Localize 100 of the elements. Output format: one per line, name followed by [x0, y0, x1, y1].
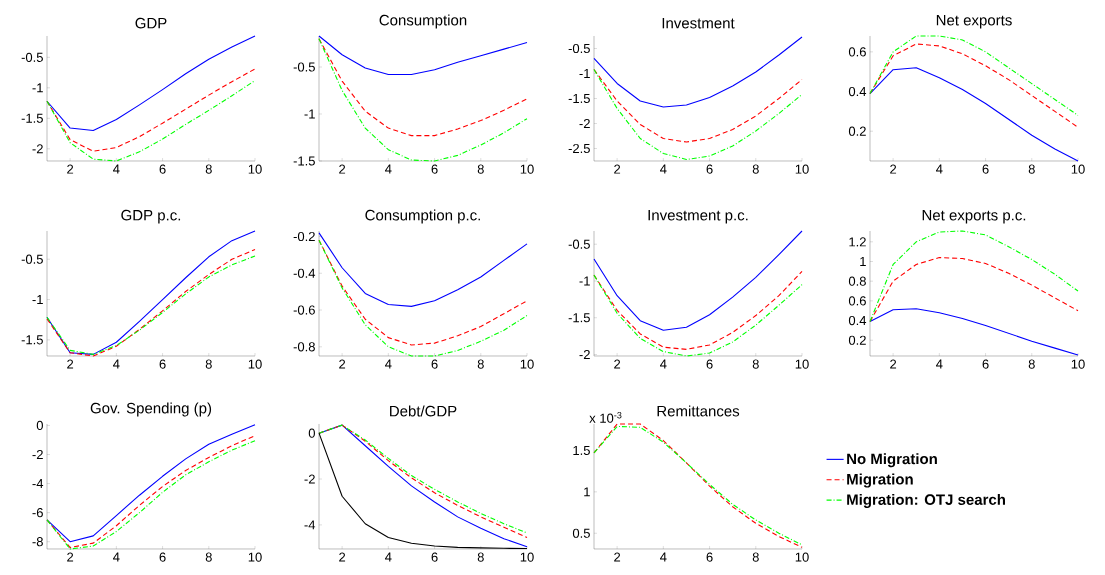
x-tick-label: 2	[890, 164, 897, 174]
x-tick-label: 10	[1071, 164, 1085, 174]
y-tick-label: -1.5	[21, 335, 43, 345]
x-tick-label: 4	[385, 552, 392, 562]
x-tick-label: 2	[67, 164, 74, 174]
x-tick-label: 10	[795, 164, 809, 174]
y-tick-label: -0.5	[568, 43, 590, 54]
y-tick-label: -0.6	[293, 305, 315, 315]
x-tick-label: 2	[890, 359, 897, 369]
y-tick-label: -1	[32, 295, 43, 305]
x-tick-label: 8	[477, 552, 484, 562]
y-tick-label: -0.4	[293, 268, 316, 278]
text: x 10$^{-3}$	[589, 411, 622, 423]
y-tick-label: 0.4	[848, 315, 867, 326]
x-tick-label: 6	[159, 552, 166, 562]
x-tick-label: 4	[936, 164, 943, 174]
y-tick-label: 0	[36, 420, 43, 431]
line-series	[593, 230, 803, 331]
y-tick-label: -0.8	[293, 342, 315, 352]
line-series	[318, 38, 528, 162]
x-tick-label: 4	[936, 359, 943, 369]
x-tick-label: 6	[159, 164, 166, 174]
x-tick-label: 8	[477, 359, 484, 369]
x-tick-label: 6	[982, 359, 989, 369]
y-tick-label: -1.5	[568, 93, 590, 104]
chart-title: Net exports p.c.	[922, 210, 1026, 224]
chart-title: Investment	[662, 17, 735, 29]
x-tick-label: 8	[1028, 359, 1035, 369]
chart-title: GDP p.c.	[121, 209, 181, 224]
line-series	[593, 68, 803, 143]
y-tick-label: 0.6	[848, 296, 866, 306]
x-tick-label: 4	[660, 164, 667, 174]
x-tick-label: 6	[431, 552, 438, 562]
y-tick-label: -0.5	[21, 254, 43, 264]
x-tick-label: 8	[752, 359, 759, 369]
x-tick-label: 10	[795, 359, 809, 369]
y-tick-label: 0.2	[848, 335, 866, 345]
line-series	[46, 35, 256, 132]
y-tick-label: -4	[32, 479, 44, 489]
x-tick-label: 4	[385, 164, 392, 174]
line-series	[318, 38, 528, 137]
x-tick-label: 10	[520, 164, 534, 174]
y-tick-label: -0.2	[293, 231, 315, 242]
legend-label: No Migration	[847, 453, 937, 468]
y-tick-label: -1	[579, 276, 590, 286]
x-tick-label: 2	[339, 552, 346, 562]
x-tick-label: 6	[706, 552, 713, 562]
y-tick-label: -1.5	[568, 313, 590, 323]
x-tick-label: 6	[706, 359, 713, 369]
y-tick-label: -1.5	[21, 113, 43, 123]
y-tick-label: 1.5	[573, 445, 590, 456]
y-tick-label: -0.5	[293, 62, 315, 72]
y-tick-label: -2	[304, 474, 315, 484]
x-tick-label: 10	[520, 359, 534, 369]
x-tick-label: 8	[477, 164, 484, 174]
y-tick-label: -1	[304, 109, 315, 119]
x-tick-label: 10	[248, 359, 262, 369]
y-tick-label: -8	[32, 537, 43, 547]
x-tick-label: 6	[982, 164, 989, 174]
chart-title: Consumption	[379, 14, 467, 29]
y-tick-label: -2	[579, 118, 590, 129]
y-tick-label: -4	[304, 520, 316, 530]
x-tick-label: 2	[614, 359, 621, 369]
y-tick-label: 0.2	[848, 126, 866, 136]
x-tick-label: 2	[339, 359, 346, 369]
x-tick-label: 2	[614, 552, 621, 562]
line-series	[593, 36, 803, 108]
y-tick-label: 0	[308, 428, 315, 438]
x-tick-label: 4	[113, 164, 120, 174]
x-tick-label: 8	[752, 164, 759, 174]
y-tick-label: -1	[32, 83, 43, 93]
x-tick-label: 2	[67, 359, 74, 369]
line-series	[318, 35, 528, 76]
x-tick-label: 4	[113, 552, 120, 562]
y-tick-label: 0.4	[848, 86, 867, 97]
x-tick-label: 10	[248, 552, 262, 562]
x-tick-label: 6	[431, 359, 438, 369]
x-tick-label: 6	[706, 164, 713, 174]
y-tick-label: -0.5	[568, 239, 590, 249]
x-tick-label: 10	[520, 552, 534, 562]
chart-title: GDP	[135, 17, 167, 29]
y-tick-label: -2.5	[568, 143, 590, 154]
line-series	[869, 230, 1079, 323]
y-tick-label: -1.5	[293, 156, 315, 166]
y-tick-label: 1	[584, 487, 590, 497]
x-tick-label: 8	[205, 164, 212, 174]
chart-title: Consumption p.c.	[365, 209, 480, 224]
x-tick-label: 6	[431, 164, 438, 174]
x-tick-label: 2	[339, 164, 346, 174]
y-tick-label: -2	[579, 349, 590, 360]
chart-title: Remittances	[657, 405, 740, 417]
y-tick-label: -0.5	[21, 52, 43, 62]
line-series	[46, 68, 256, 152]
line-series	[869, 43, 1079, 128]
legend-label: Migration	[847, 473, 913, 488]
y-tick-label: 0.5	[572, 528, 590, 538]
x-tick-label: 4	[660, 552, 667, 562]
chart-title: Net exports	[936, 15, 1012, 29]
y-tick-label: -1	[579, 69, 590, 78]
x-tick-label: 2	[614, 164, 621, 174]
